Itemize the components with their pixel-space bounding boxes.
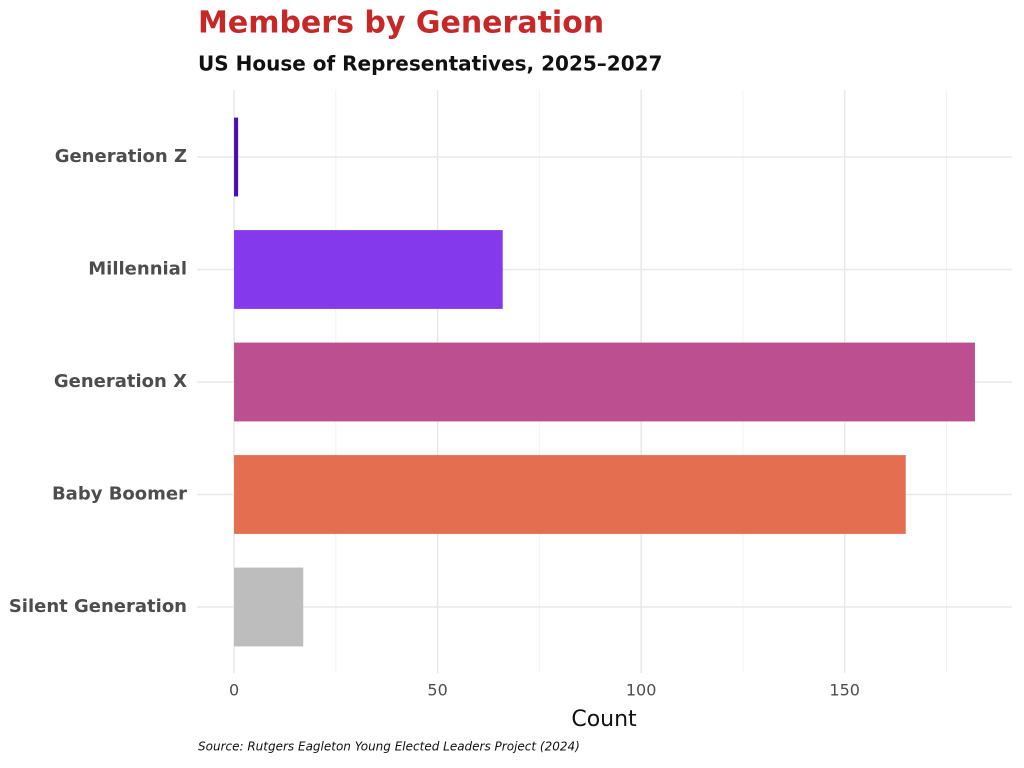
y-tick-label: Generation Z <box>55 146 187 167</box>
x-tick-label: 50 <box>427 681 447 700</box>
y-tick-label: Generation X <box>54 371 187 392</box>
x-axis-title: Count <box>571 707 637 732</box>
y-tick-label: Millennial <box>88 259 187 280</box>
chart-title: Members by Generation <box>198 6 604 41</box>
source-note: Source: Rutgers Eagleton Young Elected L… <box>198 740 580 754</box>
bar <box>234 230 503 309</box>
x-tick-label: 150 <box>829 681 860 700</box>
bar <box>234 455 906 534</box>
y-tick-label: Silent Generation <box>9 596 187 617</box>
bar <box>234 117 239 197</box>
y-tick-label: Baby Boomer <box>52 484 187 505</box>
x-tick-label: 0 <box>229 681 239 700</box>
bar <box>234 342 975 422</box>
bar <box>234 567 304 647</box>
chart-subtitle: US House of Representatives, 2025–2027 <box>198 52 662 76</box>
bars <box>234 117 975 647</box>
x-tick-label: 100 <box>626 681 657 700</box>
